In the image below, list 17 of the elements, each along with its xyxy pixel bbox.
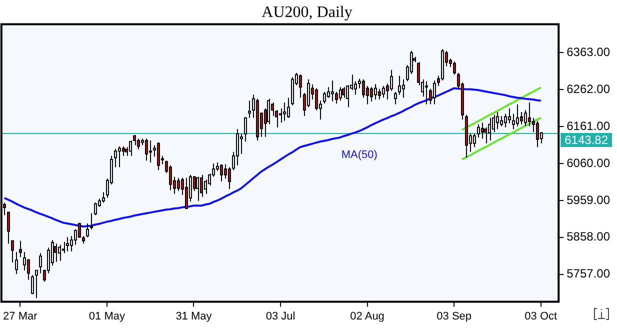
y-tick-label: 5757.00 — [566, 266, 610, 281]
x-tick-label: 03 Sep — [436, 310, 472, 322]
x-tick-label: 03 Oct — [524, 310, 558, 322]
chart-title: AU200, Daily — [262, 4, 352, 21]
y-tick-label: 5959.00 — [566, 192, 610, 207]
x-tick-label: 01 May — [88, 310, 126, 322]
series-label: MA(50) — [341, 149, 378, 162]
x-tick-label: 31 May — [176, 310, 212, 322]
y-tick-label: 5858.00 — [566, 230, 610, 244]
x-tick-label: 03 Jul — [266, 310, 296, 322]
y-tick-label: 6262.00 — [566, 82, 610, 96]
x-tick-label: 02 Aug — [350, 310, 384, 322]
y-tick-label: 6161.00 — [566, 118, 610, 133]
x-tick-label: 27 Mar — [3, 310, 38, 322]
y-tick-label: 6363.00 — [566, 45, 610, 60]
y-tick-label: 6060.00 — [566, 156, 610, 170]
ref-line-label: 6143.82 — [564, 132, 608, 147]
